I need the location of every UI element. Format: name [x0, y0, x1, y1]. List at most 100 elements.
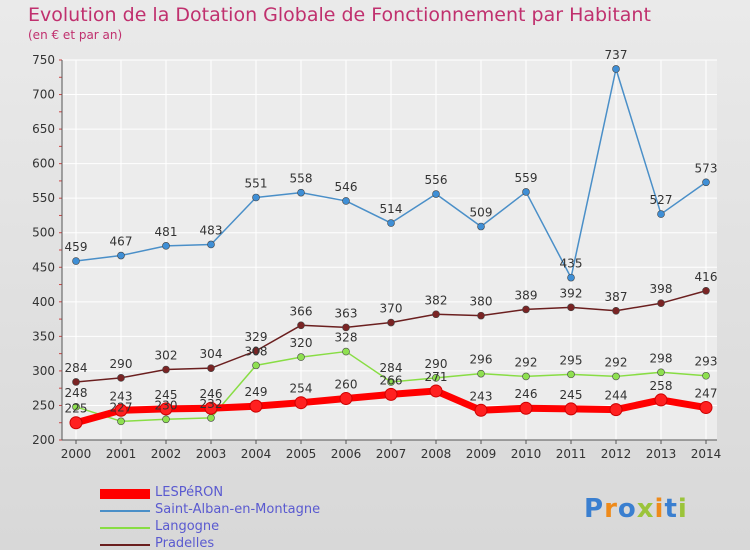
data-label: 459 [65, 240, 88, 254]
x-tick-label: 2000 [61, 447, 92, 461]
data-label: 382 [425, 293, 448, 307]
data-label: 467 [110, 235, 133, 249]
data-point [114, 403, 128, 417]
y-tick-label: 750 [32, 53, 55, 67]
data-point [294, 396, 308, 410]
legend-label: Pradelles [155, 536, 215, 551]
x-tick-label: 2012 [601, 447, 632, 461]
data-label: 284 [380, 361, 403, 375]
data-point [657, 368, 665, 377]
data-point [657, 210, 665, 218]
data-point [297, 353, 305, 361]
data-label: 556 [425, 173, 448, 187]
data-point [522, 372, 530, 381]
y-tick-label: 250 [32, 398, 55, 412]
data-label: 302 [155, 349, 178, 363]
data-point [474, 403, 488, 417]
data-point [297, 321, 305, 330]
data-label: 293 [695, 355, 718, 369]
y-tick-label: 700 [32, 88, 55, 102]
data-label: 546 [335, 180, 358, 194]
chart-title: Evolution de la Dotation Globale de Fonc… [28, 4, 651, 26]
data-point [162, 242, 170, 250]
data-label: 266 [380, 373, 403, 387]
data-label: 290 [425, 357, 448, 371]
y-tick-label: 200 [32, 433, 55, 447]
data-label: 509 [470, 206, 493, 220]
data-point [297, 188, 305, 197]
data-label: 295 [560, 353, 583, 367]
data-label: 227 [110, 400, 133, 414]
legend-label: Saint-Alban-en-Montagne [155, 502, 321, 517]
proxiti-logo: Proxiti [584, 494, 688, 524]
data-label: 260 [335, 378, 358, 392]
data-point [477, 369, 485, 378]
data-point [429, 384, 443, 398]
data-point [342, 347, 350, 356]
data-point [159, 402, 173, 416]
x-tick-label: 2014 [691, 447, 722, 461]
data-label: 244 [605, 389, 628, 403]
y-tick-label: 600 [32, 157, 55, 171]
data-label: 435 [560, 257, 583, 271]
data-point [207, 240, 215, 249]
data-point [204, 401, 218, 415]
data-label: 225 [65, 402, 88, 416]
data-label: 254 [290, 382, 313, 396]
data-point [654, 393, 668, 407]
data-point [702, 371, 710, 380]
legend-label: LESPéRON [155, 485, 224, 500]
x-tick-label: 2005 [286, 447, 317, 461]
data-label: 258 [650, 379, 673, 393]
data-point [567, 273, 575, 282]
data-point [72, 257, 80, 265]
data-point [387, 318, 395, 327]
data-point [207, 414, 215, 422]
x-tick-label: 2007 [376, 447, 407, 461]
data-point [432, 310, 440, 319]
data-label: 230 [155, 398, 178, 412]
data-label: 243 [470, 389, 493, 403]
data-point [609, 403, 623, 417]
data-point [207, 364, 215, 372]
data-label: 363 [335, 306, 358, 320]
data-point [162, 415, 170, 424]
data-label: 328 [335, 331, 358, 345]
data-label: 514 [380, 202, 403, 216]
x-tick-label: 2013 [646, 447, 677, 461]
data-label: 290 [110, 357, 133, 371]
data-point [72, 403, 80, 411]
data-label: 398 [650, 282, 673, 296]
data-label: 387 [605, 290, 628, 304]
x-tick-label: 2003 [196, 447, 227, 461]
legend-swatch [100, 527, 150, 529]
x-tick-label: 2004 [241, 447, 272, 461]
data-point [477, 311, 485, 320]
data-label: 245 [155, 388, 178, 402]
data-label: 370 [380, 302, 403, 316]
data-point [477, 222, 485, 231]
data-label: 329 [245, 330, 268, 344]
data-point [249, 399, 263, 413]
x-tick-label: 2008 [421, 447, 452, 461]
data-label: 559 [515, 171, 538, 185]
data-point [339, 392, 353, 406]
data-label: 292 [605, 355, 628, 369]
legend-swatch [100, 544, 150, 546]
data-label: 380 [470, 295, 493, 309]
data-point [252, 193, 260, 202]
data-point [384, 387, 398, 401]
y-tick-label: 300 [32, 364, 55, 378]
y-tick-label: 350 [32, 329, 55, 343]
chart-subtitle: (en € et par an) [28, 28, 123, 42]
data-label: 271 [425, 370, 448, 384]
data-label: 389 [515, 288, 538, 302]
legend-swatch [100, 510, 150, 512]
data-label: 292 [515, 355, 538, 369]
data-point [612, 372, 620, 381]
data-point [387, 378, 395, 386]
data-label: 392 [560, 286, 583, 300]
data-label: 246 [515, 387, 538, 401]
y-tick-label: 450 [32, 260, 55, 274]
